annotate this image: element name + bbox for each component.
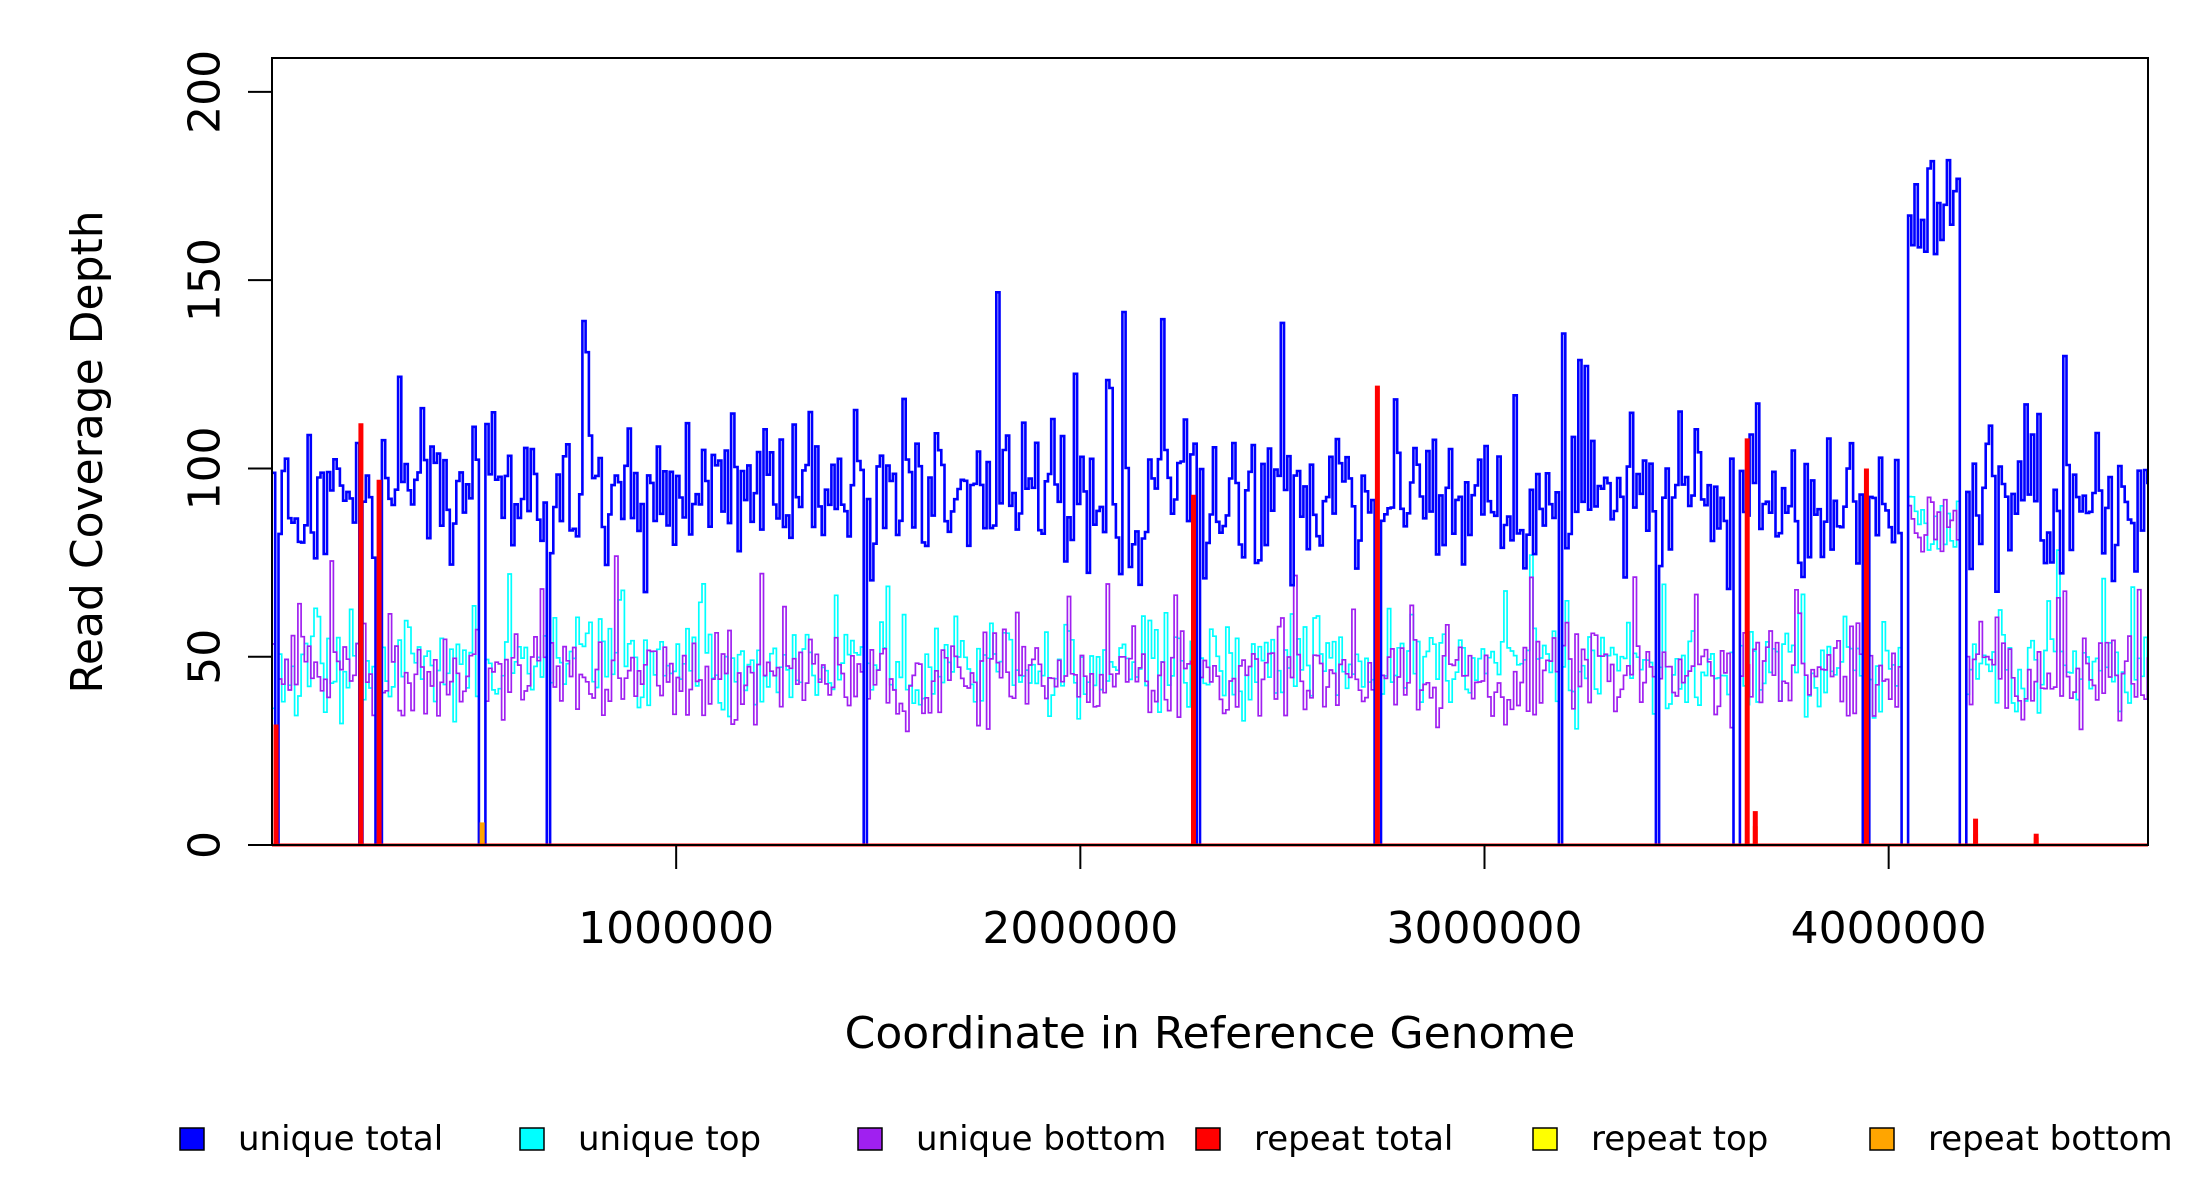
y-tick-label: 0 [179,831,230,859]
y-tick-label: 150 [179,238,230,322]
x-tick-label: 4000000 [1791,903,1987,954]
repeat-total-legend-swatch [1195,1127,1221,1151]
unique-bottom-line [272,496,2149,846]
y-tick-label: 200 [179,50,230,134]
x-tick-label: 1000000 [578,903,774,954]
repeat-bottom-legend-label: repeat bottom [1928,1119,2173,1159]
y-axis-title: Read Coverage Depth [62,210,113,693]
x-tick-label: 2000000 [982,903,1178,954]
unique-total-legend-label: unique total [238,1119,443,1159]
unique-top-legend-swatch [519,1127,545,1151]
unique-bottom-legend-label: unique bottom [916,1119,1166,1159]
axes-layer: 0 50 100 150 200 1000000 2000000 3000000 4000000 [179,50,1986,954]
x-tick-label: 3000000 [1387,903,1583,954]
unique-top-legend-label: unique top [578,1119,761,1159]
y-tick-label: 50 [179,629,230,685]
repeat-total-legend-label: repeat total [1254,1119,1453,1159]
legend: unique total unique top unique bottom repea… [179,1119,2173,1159]
unique-bottom-legend-swatch [857,1127,883,1151]
repeat-bottom-legend-swatch [1869,1127,1895,1151]
unique-total-legend-swatch [179,1127,205,1151]
repeat-top-legend-label: repeat top [1591,1119,1768,1159]
unique-total-line [272,158,2149,847]
y-tick-label: 100 [179,426,230,510]
x-axis-title: Coordinate in Reference Genome [845,1008,1576,1059]
repeat-top-legend-swatch [1532,1127,1558,1151]
